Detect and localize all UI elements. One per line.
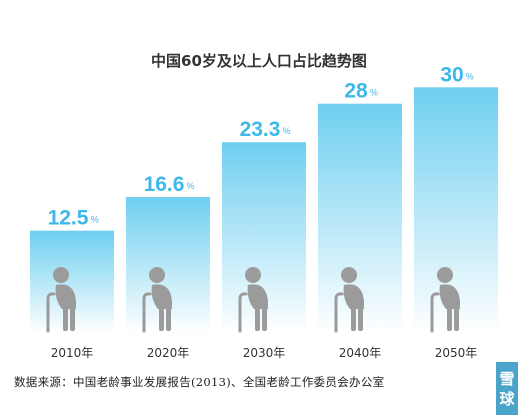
data-label: 12.5 [48,207,89,230]
data-label: 16.6 [144,173,185,196]
data-label-unit: % [466,71,474,81]
watermark-char: 球 [499,389,515,408]
elderly-figure-icon [334,267,364,333]
watermark-char: 雪 [499,369,515,388]
x-tick-label: 2020年 [147,346,190,360]
data-label-unit: % [282,126,290,136]
x-tick-label: 2050年 [435,346,478,360]
data-label: 30 [440,63,463,86]
elderly-figure-icon [430,267,460,333]
elderly-figure-icon [142,267,172,333]
elderly-figure-icon [238,267,268,333]
source-note: 数据来源：中国老龄事业发展报告(2013)、全国老龄工作委员会办公室 [14,375,385,389]
data-label-unit: % [186,181,194,191]
data-label: 23.3 [240,118,281,141]
elderly-figure-icon [46,267,76,333]
data-label-unit: % [370,88,378,98]
x-tick-label: 2040年 [339,346,382,360]
x-tick-label: 2030年 [243,346,286,360]
data-label-unit: % [91,215,99,225]
chart-title: 中国60岁及以上人口占比趋势图 [151,52,367,70]
watermark-logo: 雪 球 [496,362,518,415]
data-label: 28 [344,80,368,103]
x-tick-label: 2010年 [51,346,94,360]
